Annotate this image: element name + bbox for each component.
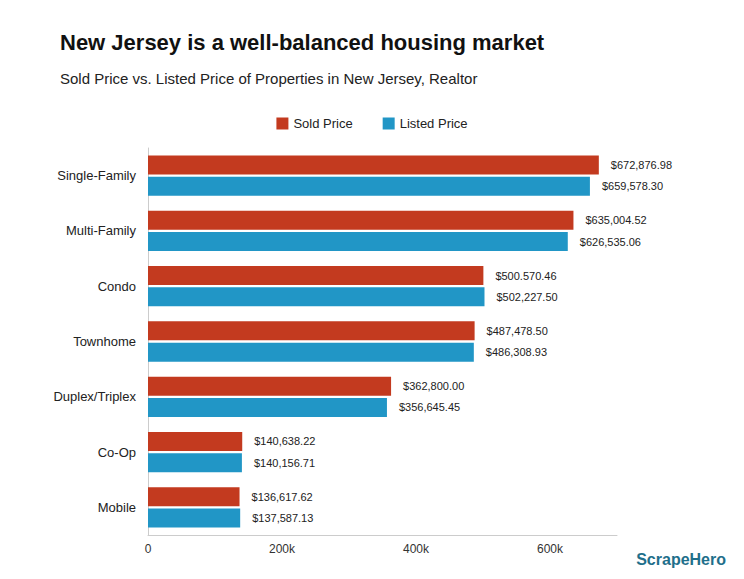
svg-text:$140,156.71: $140,156.71 (254, 457, 315, 469)
svg-text:Duplex/Triplex: Duplex/Triplex (53, 389, 136, 404)
svg-text:$356,645.45: $356,645.45 (399, 401, 460, 413)
svg-text:$626,535.06: $626,535.06 (580, 236, 641, 248)
svg-text:$137,587.13: $137,587.13 (252, 512, 313, 524)
svg-text:$140,638.22: $140,638.22 (254, 435, 315, 447)
svg-text:$362,800.00: $362,800.00 (403, 380, 464, 392)
svg-text:200k: 200k (269, 542, 296, 556)
svg-text:$500.570.46: $500.570.46 (495, 270, 556, 282)
svg-text:$659,578.30: $659,578.30 (602, 180, 663, 192)
svg-text:$487,478.50: $487,478.50 (487, 325, 548, 337)
svg-text:Single-Family: Single-Family (57, 168, 136, 183)
svg-text:$136,617.62: $136,617.62 (252, 491, 313, 503)
svg-text:ScrapeHero: ScrapeHero (636, 551, 726, 568)
svg-text:Co-Op: Co-Op (98, 445, 136, 460)
svg-text:Listed Price: Listed Price (400, 116, 468, 131)
svg-text:$486,308.93: $486,308.93 (486, 346, 547, 358)
svg-text:Mobile: Mobile (98, 500, 136, 515)
svg-text:Multi-Family: Multi-Family (66, 223, 137, 238)
svg-text:Condo: Condo (98, 279, 136, 294)
svg-text:Sold Price: Sold Price (293, 116, 352, 131)
svg-text:$635,004.52: $635,004.52 (585, 214, 646, 226)
svg-text:Townhome: Townhome (73, 334, 136, 349)
svg-text:$672,876.98: $672,876.98 (611, 159, 672, 171)
svg-text:600k: 600k (537, 542, 564, 556)
svg-text:0: 0 (145, 542, 152, 556)
svg-text:$502,227.50: $502,227.50 (496, 291, 557, 303)
svg-text:400k: 400k (403, 542, 430, 556)
svg-text:New Jersey is a well-balanced: New Jersey is a well-balanced housing ma… (60, 30, 545, 55)
svg-text:Sold Price vs. Listed Price of: Sold Price vs. Listed Price of Propertie… (60, 70, 477, 87)
